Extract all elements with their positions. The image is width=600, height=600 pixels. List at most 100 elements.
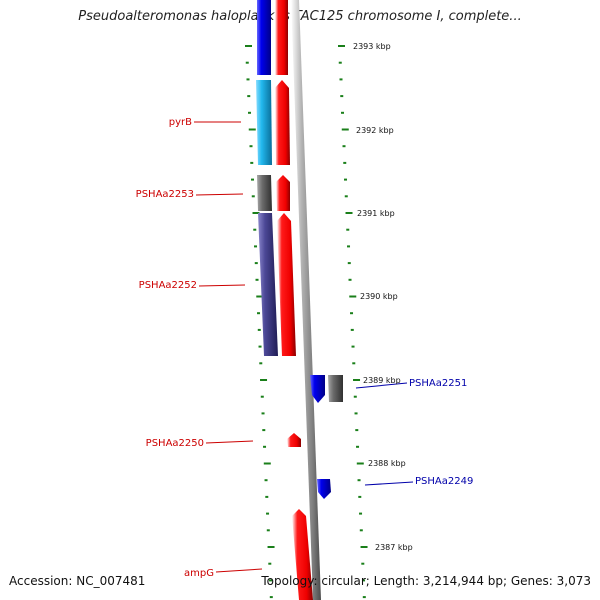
tick-mark — [257, 328, 261, 331]
tick-mark — [351, 345, 355, 348]
tick-mark — [341, 128, 349, 131]
gene-arrow-PSHAa2250 — [287, 433, 301, 447]
gene-block-PSHAa2253 — [257, 175, 272, 211]
tick-mark — [259, 362, 263, 365]
gene-block-blue-top — [257, 0, 271, 75]
tick-mark — [360, 546, 368, 548]
gene-block-PSHAa2252 — [258, 213, 278, 356]
tick-mark — [269, 596, 273, 599]
topology-text: Topology: circular; Length: 3,214,944 bp… — [261, 574, 591, 588]
tick-mark — [256, 295, 264, 298]
kbp-scale: 2393 kbp 2392 kbp 2391 kbp 2390 kbp 2389… — [353, 42, 413, 552]
tick-mark — [339, 78, 343, 81]
tick-mark — [345, 212, 353, 214]
gene-block-red-top — [275, 0, 288, 75]
tick-mark — [264, 479, 268, 482]
tick-mark — [246, 78, 250, 81]
tick-mark — [262, 429, 266, 432]
tick-mark — [251, 195, 255, 198]
tick-mark — [346, 228, 350, 231]
tick-mark — [254, 262, 258, 265]
leader-line-PSHAa2250 — [205, 440, 254, 444]
kbp-label: 2388 kbp — [368, 459, 406, 468]
tick-mark — [361, 562, 365, 565]
gene-arrow-pyrB — [275, 80, 290, 165]
tick-mark — [251, 178, 255, 181]
tick-mark — [362, 596, 366, 599]
accession-text: Accession: NC_007481 — [9, 574, 146, 588]
gene-block-pyrB — [256, 80, 272, 165]
tick-mark — [347, 262, 351, 265]
tick-mark — [349, 295, 357, 298]
tick-mark — [245, 61, 249, 64]
gene-label-PSHAa2250[interactable]: PSHAa2250 — [146, 438, 204, 449]
gene-label-ampG[interactable]: ampG — [184, 568, 214, 579]
tick-mark — [350, 328, 354, 331]
tick-mark — [344, 195, 348, 198]
kbp-label: 2393 kbp — [353, 42, 391, 51]
reverse-strand-track — [256, 0, 343, 499]
position-ticks — [245, 45, 368, 599]
tick-mark — [261, 412, 265, 415]
tick-mark — [357, 479, 361, 482]
gene-label-PSHAa2252[interactable]: PSHAa2252 — [139, 280, 197, 291]
tick-mark — [249, 145, 253, 148]
kbp-label: 2387 kbp — [375, 543, 413, 552]
gene-arrow-PSHAa2252 — [277, 213, 296, 356]
tick-mark — [338, 61, 342, 64]
gene-block-PSHAa2251-cog — [328, 375, 343, 402]
leader-line-PSHAa2252 — [198, 284, 246, 287]
kbp-label: 2391 kbp — [357, 209, 395, 218]
leader-line-PSHAa2253 — [195, 193, 244, 196]
tick-mark — [356, 445, 360, 448]
tick-mark — [248, 111, 252, 114]
tick-mark — [355, 429, 359, 432]
tick-mark — [356, 462, 364, 465]
tick-mark — [347, 245, 351, 248]
tick-mark — [258, 345, 262, 348]
tick-mark — [353, 379, 361, 381]
tick-mark — [268, 562, 272, 565]
tick-mark — [257, 312, 261, 315]
tick-mark — [252, 212, 260, 214]
tick-mark — [359, 529, 363, 532]
tick-mark — [341, 111, 345, 114]
tick-mark — [267, 546, 275, 548]
leader-line-PSHAa2251 — [355, 382, 408, 389]
tick-mark — [350, 312, 354, 315]
gene-arrow-PSHAa2251 — [310, 375, 325, 403]
tick-mark — [359, 512, 363, 515]
tick-mark — [254, 245, 258, 248]
tick-mark — [269, 579, 273, 582]
gene-labels: pyrB PSHAa2253 PSHAa2252 PSHAa2251 PSHAa… — [136, 117, 474, 579]
gene-arrow-PSHAa2249 — [317, 479, 331, 499]
tick-mark — [250, 161, 254, 164]
tick-mark — [352, 362, 356, 365]
gene-label-PSHAa2251[interactable]: PSHAa2251 — [409, 378, 467, 389]
tick-mark — [266, 512, 270, 515]
tick-mark — [265, 495, 269, 498]
forward-strand-track — [275, 0, 313, 600]
kbp-label: 2390 kbp — [360, 292, 398, 301]
tick-mark — [338, 45, 345, 47]
leader-line-ampG — [215, 568, 263, 573]
tick-mark — [348, 278, 352, 281]
gene-label-PSHAa2253[interactable]: PSHAa2253 — [136, 189, 194, 200]
kbp-label: 2389 kbp — [363, 376, 401, 385]
gene-arrow-ampG — [292, 509, 313, 600]
gene-label-pyrB[interactable]: pyrB — [169, 117, 192, 128]
tick-mark — [260, 395, 264, 398]
tick-mark — [266, 529, 270, 532]
tick-mark — [342, 145, 346, 148]
kbp-label: 2392 kbp — [356, 126, 394, 135]
tick-mark — [344, 178, 348, 181]
tick-mark — [340, 95, 344, 98]
gene-arrow-PSHAa2253 — [276, 175, 290, 211]
tick-mark — [362, 579, 366, 582]
tick-mark — [358, 495, 362, 498]
tick-mark — [247, 95, 251, 98]
gene-label-PSHAa2249[interactable]: PSHAa2249 — [415, 476, 473, 487]
map-title: Pseudoalteromonas haloplanktis TAC125 ch… — [78, 9, 522, 24]
